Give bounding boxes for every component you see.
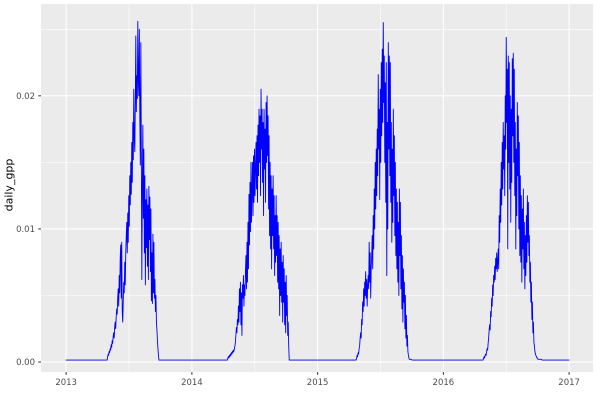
series-line-daily-gpp <box>65 20 570 361</box>
x-tick-label: 2014 <box>181 378 203 388</box>
y-tick-label: 0.01 <box>16 225 35 235</box>
x-tick-label: 2013 <box>55 378 77 388</box>
x-tick-label: 2017 <box>558 378 580 388</box>
y-tick-label: 0.00 <box>16 358 35 368</box>
x-tick-label: 2015 <box>307 378 329 388</box>
y-axis-title: daily_gpp <box>2 158 16 212</box>
x-tick-label: 2016 <box>433 378 455 388</box>
y-tick-label: 0.02 <box>16 92 35 102</box>
